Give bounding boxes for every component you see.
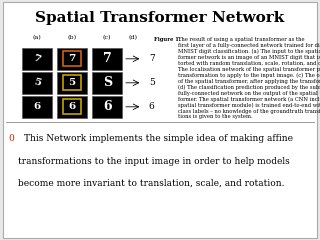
Bar [22,96,52,118]
Bar [63,99,81,114]
Bar [92,96,123,118]
FancyBboxPatch shape [3,2,317,238]
Bar [63,51,81,66]
Text: 7: 7 [149,54,155,63]
Text: (d): (d) [128,35,137,40]
Bar [63,75,81,90]
Text: 7: 7 [103,52,112,65]
Bar [57,72,87,94]
Text: 6: 6 [68,102,76,111]
Text: 0: 0 [8,134,14,144]
Bar [22,72,52,94]
Text: (a): (a) [32,35,41,40]
Text: The result of using a spatial transformer as the
first layer of a fully-connecte: The result of using a spatial transforme… [178,37,320,119]
Bar [92,48,123,70]
Bar [57,96,87,118]
Text: 6: 6 [33,102,40,111]
Text: 5: 5 [149,78,155,87]
Text: 5: 5 [68,78,76,87]
Text: 7: 7 [68,54,76,63]
Text: become more invariant to translation, scale, and rotation.: become more invariant to translation, sc… [18,179,284,188]
Bar [22,48,52,70]
Text: 6: 6 [149,102,155,111]
Text: transformations to the input image in order to help models: transformations to the input image in or… [18,157,289,166]
Text: (b): (b) [68,35,76,40]
Text: S: S [103,76,112,89]
Text: 5: 5 [32,78,41,88]
Text: Spatial Transformer Network: Spatial Transformer Network [36,11,284,25]
Text: 7: 7 [32,53,42,64]
Bar [92,72,123,94]
Text: Figure 1:: Figure 1: [154,37,182,42]
Text: This Network implements the simple idea of making affine: This Network implements the simple idea … [24,134,293,144]
Text: 6: 6 [103,100,111,113]
Text: (c): (c) [103,35,111,40]
Bar [57,48,87,70]
